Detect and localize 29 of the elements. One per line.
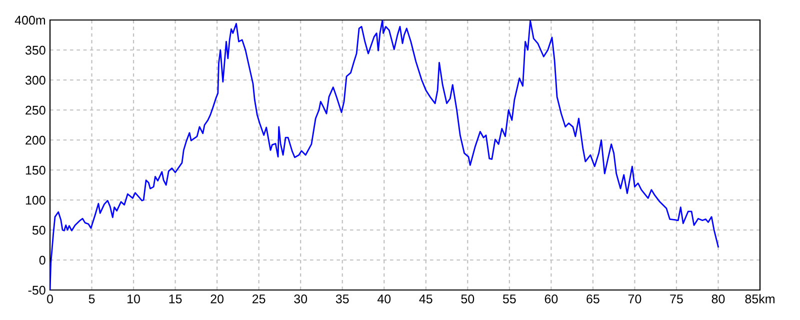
x-tick-label: 50 bbox=[461, 294, 474, 304]
x-tick-label: 60 bbox=[544, 294, 558, 304]
y-tick-label: 0 bbox=[39, 256, 46, 265]
x-tick-label: 75 bbox=[670, 294, 683, 304]
y-tick-label: -50 bbox=[28, 286, 46, 295]
x-tick-label: 55 bbox=[502, 294, 516, 304]
x-tick-label: 70 bbox=[628, 294, 642, 304]
y-tick-label: 300 bbox=[25, 76, 46, 85]
x-tick-label: 20 bbox=[210, 294, 224, 304]
x-tick-label: 0 bbox=[47, 294, 53, 304]
x-tick-label: 25 bbox=[252, 294, 266, 304]
y-tick-label: 100 bbox=[26, 196, 46, 205]
y-tick-label: 400m bbox=[14, 16, 46, 25]
y-tick-label: 200 bbox=[26, 136, 46, 145]
x-tick-label: 85km bbox=[745, 294, 774, 304]
x-tick-label: 35 bbox=[336, 294, 349, 304]
y-tick-label: 150 bbox=[26, 166, 46, 175]
x-tick-label: 80 bbox=[712, 294, 725, 304]
y-tick-label: 50 bbox=[32, 226, 46, 235]
x-tick-label: 5 bbox=[88, 294, 95, 304]
line-series bbox=[50, 20, 719, 290]
y-tick-label: 250 bbox=[26, 106, 46, 115]
x-tick-label: 10 bbox=[128, 294, 140, 304]
x-tick-label: 65 bbox=[586, 294, 600, 304]
x-tick-label: 40 bbox=[377, 294, 391, 304]
x-tick-label: 15 bbox=[169, 294, 182, 304]
x-tick-label: 45 bbox=[419, 294, 432, 304]
y-tick-label: 350 bbox=[25, 46, 46, 55]
x-tick-label: 30 bbox=[294, 294, 308, 304]
